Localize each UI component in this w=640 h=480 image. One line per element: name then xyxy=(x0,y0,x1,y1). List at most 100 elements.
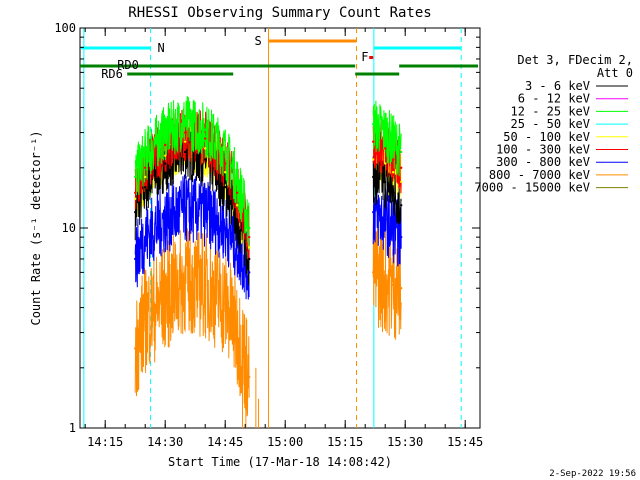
data-point xyxy=(204,283,207,286)
x-tick-label: 15:00 xyxy=(267,435,303,449)
legend-label: 50 - 100 keV xyxy=(503,130,590,144)
data-point xyxy=(248,271,251,274)
legend-label: 25 - 50 keV xyxy=(511,117,590,131)
data-point xyxy=(392,226,395,230)
data-point xyxy=(248,257,251,261)
data-point xyxy=(372,140,375,143)
data-point xyxy=(248,246,251,249)
chart-title: RHESSI Observing Summary Count Rates xyxy=(128,5,431,21)
data-point xyxy=(384,147,387,150)
rd6-label: RD6 xyxy=(101,67,123,81)
data-point xyxy=(134,210,137,214)
night-label: N xyxy=(158,41,165,55)
y-axis-label: Count Rate (s⁻¹ detector⁻¹) xyxy=(29,130,43,325)
data-point xyxy=(236,331,239,334)
data-point xyxy=(184,131,187,134)
data-point xyxy=(372,175,375,179)
flare-marker xyxy=(369,56,374,59)
legend-header-line-1: Det 3, FDecim 2, xyxy=(517,53,633,67)
data-point xyxy=(204,210,207,214)
data-point xyxy=(400,150,403,154)
data-point xyxy=(236,204,239,207)
data-point xyxy=(236,246,239,249)
series-line-800to7000keV xyxy=(134,221,402,417)
data-point xyxy=(400,166,403,169)
x-tick-label: 15:15 xyxy=(327,435,363,449)
x-tick-label: 15:45 xyxy=(447,435,483,449)
x-tick-label: 15:30 xyxy=(387,435,423,449)
data-point xyxy=(184,120,187,123)
legend-label: 3 - 6 keV xyxy=(525,79,590,93)
data-point xyxy=(184,140,187,143)
data-point xyxy=(164,131,167,134)
data-point xyxy=(248,375,251,379)
data-point xyxy=(372,210,375,214)
data-point xyxy=(144,317,147,321)
saa-label: S xyxy=(255,34,262,48)
data-point xyxy=(204,158,207,161)
data-point xyxy=(392,191,395,194)
data-point xyxy=(400,287,403,290)
data-point xyxy=(134,175,137,179)
data-point xyxy=(224,226,227,230)
series-line-12to25keV xyxy=(134,95,402,250)
data-point xyxy=(144,185,147,189)
data-point xyxy=(204,128,207,131)
data-point xyxy=(236,180,239,184)
data-point xyxy=(384,180,387,184)
y-tick-label: 1 xyxy=(69,421,76,435)
data-point xyxy=(184,207,187,210)
data-point xyxy=(400,180,403,184)
data-point xyxy=(392,158,395,161)
axes: 14:15 14:30 14:45 15:00 15:15 15:30 15:45 1 10 10… xyxy=(54,21,483,449)
legend-label: 12 - 25 keV xyxy=(511,104,590,118)
data-point xyxy=(164,218,167,221)
data-point xyxy=(164,296,167,299)
data-point xyxy=(248,235,251,239)
data-point xyxy=(144,235,147,239)
x-tick-label: 14:45 xyxy=(207,435,243,449)
data-point xyxy=(236,218,239,221)
data-point xyxy=(392,283,395,286)
legend-label: 300 - 800 keV xyxy=(496,155,590,169)
data-point xyxy=(224,162,227,165)
data-point xyxy=(384,218,387,221)
data-point xyxy=(184,278,187,282)
data-point xyxy=(224,150,227,154)
x-tick-label: 14:30 xyxy=(147,435,183,449)
data-point xyxy=(144,154,147,157)
data-point xyxy=(400,204,403,207)
data-point xyxy=(144,175,147,179)
generation-timestamp: 2-Sep-2022 19:56 xyxy=(549,469,636,479)
flare-label: F xyxy=(361,50,368,64)
x-tick-label: 14:15 xyxy=(87,435,123,449)
data-point xyxy=(372,271,375,274)
data-point xyxy=(204,147,207,150)
data-point xyxy=(224,171,227,174)
rd0-label: RD0 xyxy=(117,58,139,72)
data-point xyxy=(392,140,395,143)
legend-label: 6 - 12 keV xyxy=(518,92,590,106)
data-point xyxy=(224,302,227,305)
data-point xyxy=(134,257,137,261)
data-point xyxy=(164,162,167,165)
data-point xyxy=(248,226,251,230)
data-point xyxy=(134,347,137,350)
data-point xyxy=(392,171,395,174)
data-point xyxy=(144,166,147,169)
legend-label: 100 - 300 keV xyxy=(496,143,590,157)
data-point xyxy=(384,162,387,165)
data-point xyxy=(224,185,227,189)
data-point xyxy=(384,131,387,134)
data-point xyxy=(372,123,375,126)
y-tick-label: 10 xyxy=(62,221,76,235)
data-point xyxy=(134,191,137,194)
legend-label: 7000 - 15000 keV xyxy=(474,181,590,195)
data-point xyxy=(204,137,207,140)
data-point xyxy=(184,150,187,154)
data-point xyxy=(400,235,403,239)
x-axis-label: Start Time (17-Mar-18 14:08:42) xyxy=(168,455,392,469)
